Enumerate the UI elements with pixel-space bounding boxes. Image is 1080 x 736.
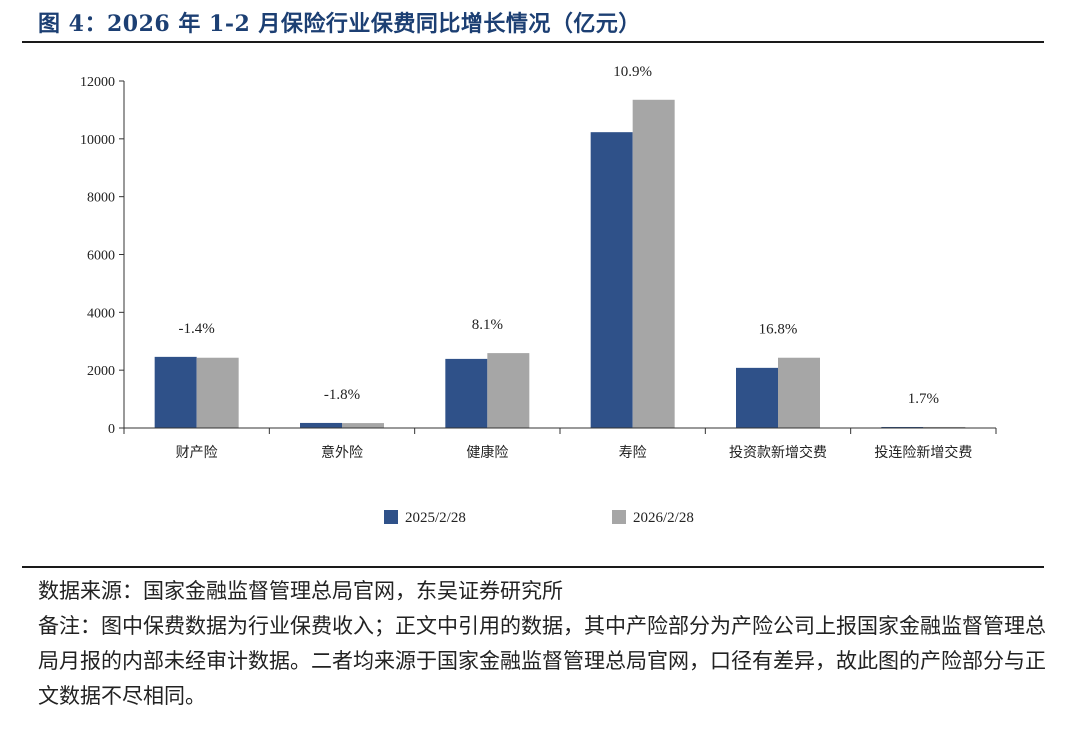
growth-label: 8.1% bbox=[472, 317, 503, 333]
growth-label: -1.8% bbox=[324, 387, 360, 403]
y-tick-label: 2000 bbox=[87, 364, 115, 379]
legend: 2025/2/28 2026/2/28 bbox=[384, 510, 694, 526]
figure-title: 图 4：2026 年 1-2 月保险行业保费同比增长情况（亿元） bbox=[38, 11, 641, 37]
bar-2025-0 bbox=[154, 356, 197, 428]
bar-2026-5 bbox=[923, 426, 966, 428]
bar-2025-1 bbox=[300, 422, 342, 428]
bar-2026-1 bbox=[342, 423, 384, 428]
source-note: 数据来源：国家金融监督管理总局官网，东吴证券研究所 bbox=[38, 579, 563, 603]
bars bbox=[154, 99, 966, 428]
bar-2025-5 bbox=[881, 426, 924, 428]
bar-2026-4 bbox=[778, 357, 820, 428]
bar-2026-3 bbox=[632, 99, 675, 428]
y-tick-label: 0 bbox=[108, 422, 115, 437]
y-axis: 0 2000 4000 6000 8000 10000 12000 bbox=[80, 75, 125, 437]
bar-chart: 0 2000 4000 6000 8000 10000 12000 财产险 意外险 健康险 寿险 投… bbox=[80, 64, 997, 526]
legend-swatch bbox=[384, 510, 398, 524]
x-axis: 财产险 意外险 健康险 寿险 投资款新增交费 投连险新增交费 bbox=[123, 427, 997, 461]
category-label: 财产险 bbox=[176, 445, 218, 461]
bar-2026-0 bbox=[196, 357, 239, 428]
y-tick-label: 12000 bbox=[80, 75, 115, 90]
category-label: 投资款新增交费 bbox=[729, 444, 827, 461]
legend-label: 2025/2/28 bbox=[405, 510, 466, 526]
y-tick-label: 4000 bbox=[87, 306, 115, 321]
category-label: 意外险 bbox=[321, 444, 363, 461]
top-rule bbox=[22, 41, 1044, 43]
bar-2025-3 bbox=[590, 132, 633, 428]
legend-label: 2026/2/28 bbox=[633, 510, 694, 526]
category-label: 寿险 bbox=[619, 444, 647, 461]
notes: 数据来源：国家金融监督管理总局官网，东吴证券研究所 备注：图中保费数据为行业保费… bbox=[38, 574, 1048, 714]
data-labels: -1.4% -1.8% 8.1% 10.9% 16.8% 1.7% bbox=[179, 64, 939, 407]
remark-note: 备注：图中保费数据为行业保费收入；正文中引用的数据，其中产险部分为产险公司上报国… bbox=[38, 614, 1046, 708]
y-tick-label: 6000 bbox=[87, 249, 115, 264]
legend-swatch bbox=[612, 510, 626, 524]
category-label: 投连险新增交费 bbox=[874, 444, 972, 461]
bottom-rule bbox=[22, 566, 1044, 568]
bar-2025-4 bbox=[736, 367, 778, 428]
growth-label: -1.4% bbox=[179, 321, 215, 337]
y-tick-label: 10000 bbox=[80, 133, 115, 148]
category-label: 健康险 bbox=[466, 444, 508, 461]
y-tick-label: 8000 bbox=[87, 191, 115, 206]
growth-label: 1.7% bbox=[908, 391, 939, 407]
growth-label: 16.8% bbox=[759, 322, 798, 338]
bar-2025-2 bbox=[445, 358, 488, 428]
growth-label: 10.9% bbox=[613, 64, 652, 80]
bar-2026-2 bbox=[487, 353, 530, 428]
